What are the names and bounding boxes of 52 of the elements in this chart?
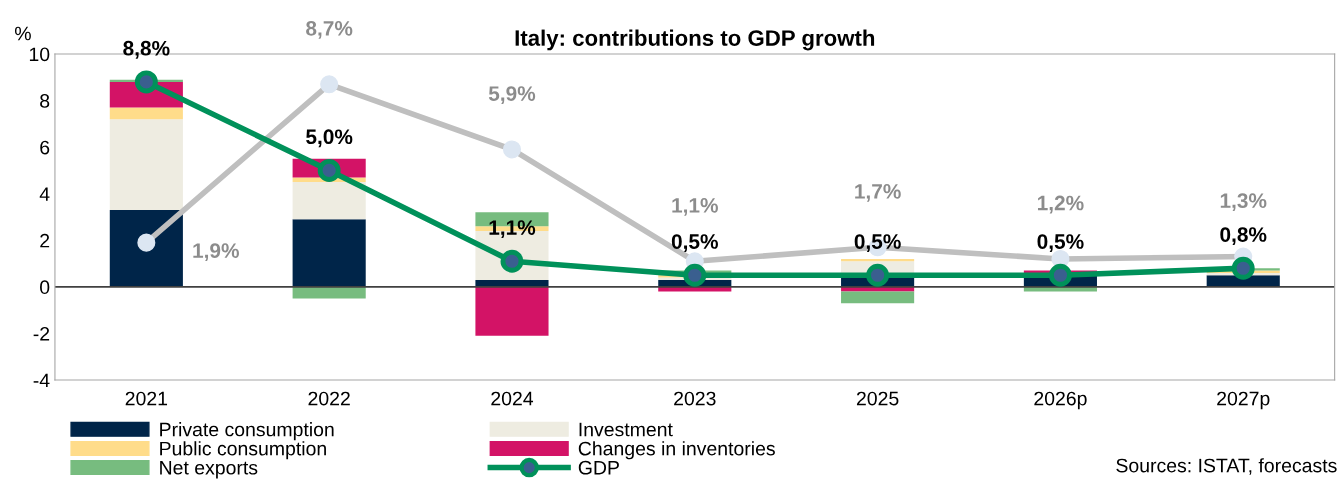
data-label: 0,5%	[854, 234, 901, 252]
data-label: 8,7%	[306, 20, 353, 39]
bar	[841, 291, 915, 304]
data-label: 0,5%	[671, 234, 718, 252]
x-tick-label: 2025	[856, 391, 899, 406]
data-label: 8,8%	[123, 40, 170, 59]
bar	[292, 219, 366, 287]
point	[1048, 263, 1072, 287]
data-label: 1,2%	[1037, 195, 1084, 214]
bar	[292, 182, 366, 220]
data-label: 5,0%	[306, 129, 353, 148]
bar	[109, 210, 183, 287]
point	[866, 263, 890, 287]
y-tick-label: -2	[33, 326, 50, 341]
legend-label: Private consumption	[160, 422, 334, 441]
y-tick-label: 8	[40, 94, 50, 108]
chart-title: Italy: contributions to GDP growth	[515, 29, 875, 51]
point	[134, 70, 158, 94]
data-label: 0,8%	[1220, 227, 1267, 245]
legend-label: Changes in inventories	[578, 441, 775, 460]
data-label: 5,9%	[488, 86, 536, 104]
bar	[109, 119, 183, 211]
bar	[475, 286, 549, 336]
x-tick-label: 2027p	[1217, 391, 1270, 410]
legend-label: Net exports	[160, 461, 258, 479]
legend-label: GDP	[578, 460, 619, 475]
data-label: 1,7%	[855, 184, 901, 202]
data-label: 1,9%	[193, 243, 239, 261]
legend-label: Investment	[579, 422, 673, 437]
x-tick-label: 2023	[674, 391, 716, 406]
source-note: Sources: ISTAT, forecasts	[1116, 458, 1337, 475]
data-label: 1,3%	[1220, 193, 1267, 212]
point	[317, 158, 341, 182]
x-tick-label: 2022	[308, 391, 350, 406]
data-label: 0,5%	[1037, 234, 1084, 252]
y-tick-label: 2	[40, 233, 50, 248]
y-axis-title: %	[15, 26, 31, 41]
point	[1231, 256, 1255, 280]
bar	[292, 286, 366, 299]
x-tick-label: 2026p	[1034, 391, 1087, 410]
point	[683, 263, 707, 287]
legend-label: Public consumption	[160, 441, 326, 460]
y-tick-label: -4	[33, 373, 50, 388]
bar	[109, 107, 183, 120]
data-label: 1,1%	[672, 198, 718, 216]
x-tick-label: 2021	[125, 391, 168, 406]
y-tick-label: 4	[39, 187, 50, 201]
x-tick-label: 2024	[491, 391, 534, 406]
y-tick-label: 6	[40, 140, 50, 155]
y-tick-label: 10	[29, 47, 50, 62]
data-label: 1,1%	[489, 220, 536, 238]
y-tick-label: 0	[40, 280, 50, 295]
